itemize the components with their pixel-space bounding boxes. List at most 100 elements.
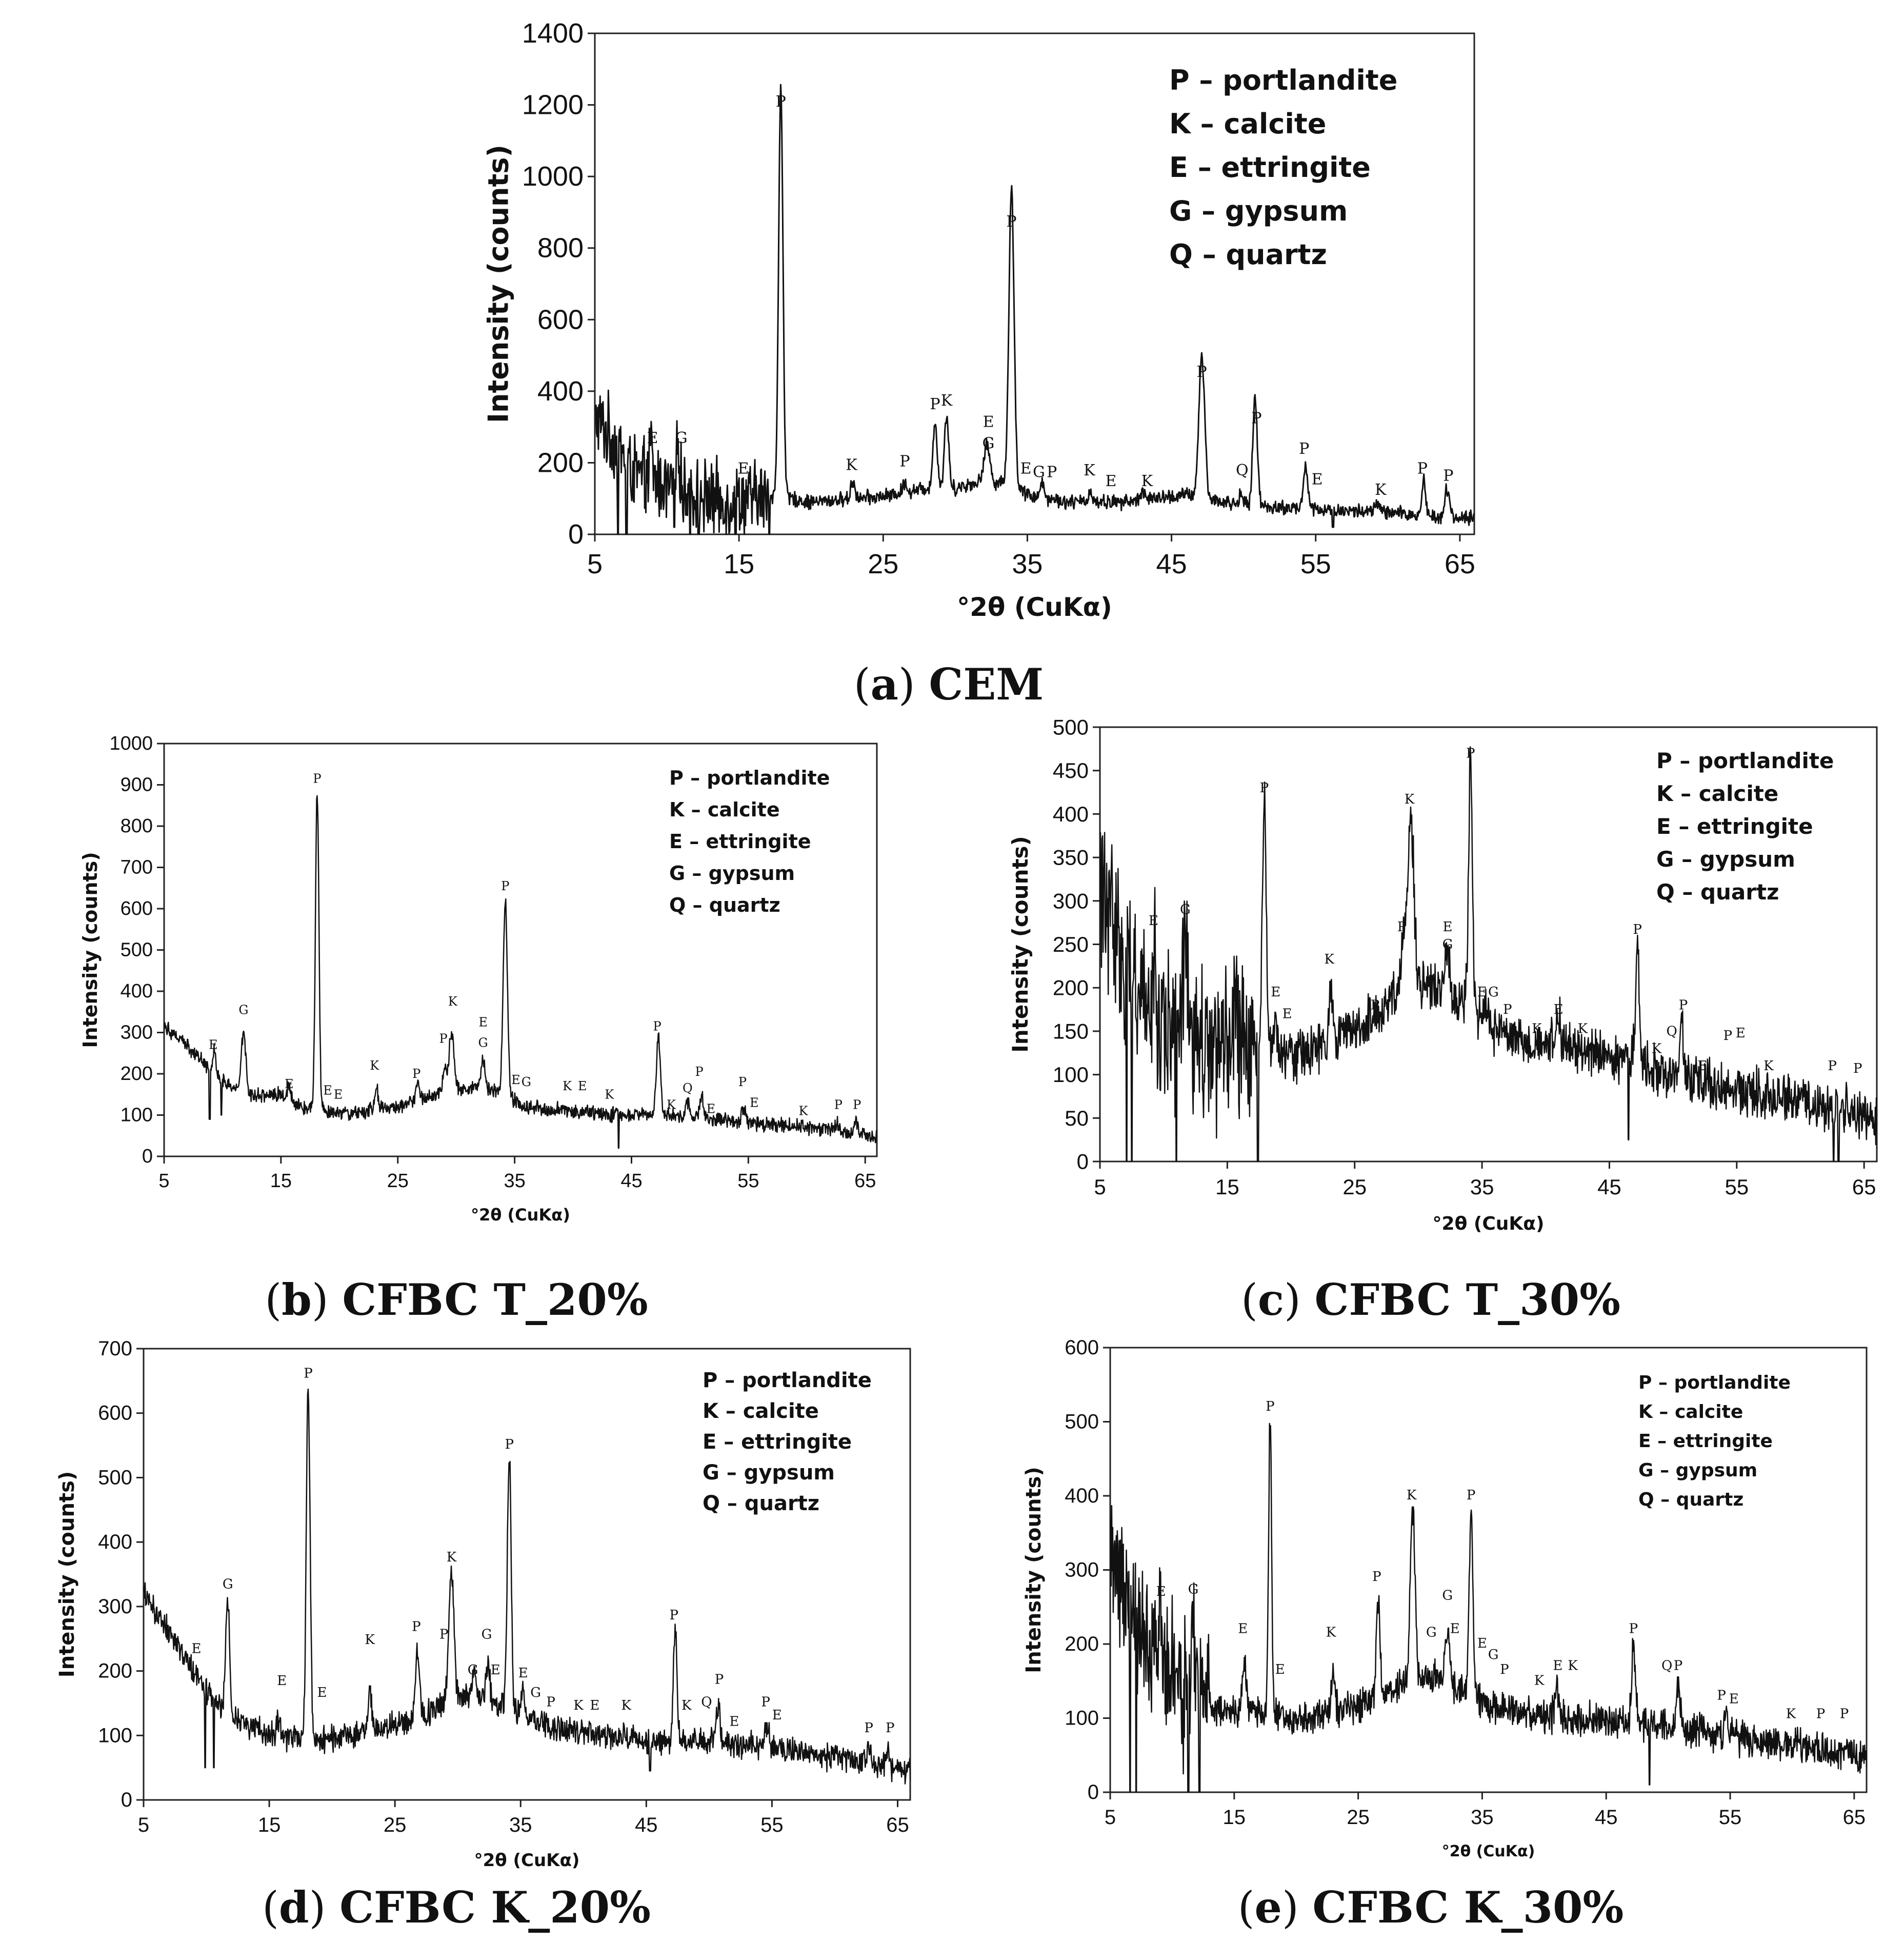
caption-letter: e: [1254, 1882, 1282, 1933]
peak-label: K: [563, 1079, 572, 1093]
peak-label: P: [505, 1437, 514, 1452]
peak-label: K: [1763, 1058, 1774, 1074]
y-tick-label: 700: [98, 1337, 132, 1360]
x-tick-label: 35: [509, 1814, 532, 1836]
x-tick-label: 25: [1342, 1175, 1367, 1199]
y-tick-label: 450: [1053, 758, 1089, 783]
peak-label: E: [334, 1087, 343, 1101]
caption-letter: c: [1257, 1274, 1285, 1325]
caption-b: (b) CFBC T_20%: [265, 1274, 648, 1325]
y-tick-label: 200: [98, 1660, 132, 1682]
peak-label: P: [1372, 1569, 1381, 1585]
peak-label: E: [1477, 1636, 1487, 1651]
peak-label: E: [750, 1095, 759, 1110]
y-tick-label: 200: [537, 447, 584, 478]
peak-label: K: [448, 994, 458, 1009]
plot-frame: [143, 1348, 911, 1801]
y-tick-label: 400: [537, 376, 584, 407]
peak-label: P: [1266, 1399, 1275, 1414]
legend-entry: K – calcite: [703, 1399, 819, 1423]
peak-label: K: [365, 1632, 375, 1648]
peak-label: E: [277, 1673, 287, 1689]
y-tick-label: 250: [1053, 932, 1089, 956]
x-tick-label: 15: [1223, 1806, 1246, 1829]
y-tick-label: 800: [537, 233, 584, 264]
peak-label: P: [899, 452, 910, 470]
x-tick-label: 5: [138, 1814, 149, 1836]
series-line: [163, 795, 878, 1149]
peak-label: G: [478, 1036, 488, 1050]
x-tick-label: 55: [1719, 1806, 1742, 1829]
peak-label: P: [1197, 363, 1207, 381]
peak-label: E: [983, 413, 994, 431]
peak-label: K: [1568, 1658, 1578, 1674]
y-tick-label: 400: [1053, 802, 1089, 826]
peak-label: P: [776, 93, 786, 111]
legend-entry: Q – quartz: [1656, 879, 1779, 905]
peak-label: E: [1106, 472, 1117, 490]
x-tick-label: 45: [620, 1170, 642, 1192]
peak-label: K: [1786, 1707, 1796, 1722]
legend-entry: K – calcite: [1638, 1401, 1743, 1423]
peak-label: P: [1371, 998, 1380, 1013]
peak-label: E: [772, 1708, 782, 1723]
y-tick-label: 600: [1065, 1336, 1099, 1359]
y-tick-label: 1400: [522, 18, 584, 49]
peak-label: P: [1466, 746, 1475, 761]
y-tick-label: 500: [1065, 1411, 1099, 1433]
legend-entry: Q – quartz: [1638, 1489, 1743, 1510]
y-tick-label: 0: [568, 519, 584, 550]
y-tick-label: 1000: [109, 733, 153, 754]
x-axis-title: °2θ (CuKα): [957, 592, 1112, 622]
peak-label: K: [621, 1698, 631, 1713]
peak-label: K: [1375, 481, 1387, 499]
peak-label: E: [491, 1662, 500, 1678]
peak-label: K: [1534, 1673, 1545, 1688]
y-tick-label: 1000: [522, 161, 584, 192]
peak-label: K: [1578, 1021, 1588, 1036]
legend-entry: P – portlandite: [703, 1369, 872, 1392]
peak-label: Q: [701, 1695, 712, 1710]
peak-label: K: [1141, 472, 1153, 490]
peak-label: K: [941, 392, 953, 410]
x-tick-label: 65: [1843, 1806, 1866, 1829]
y-axis-title: Intensity (counts): [482, 145, 514, 423]
x-tick-label: 45: [1595, 1806, 1618, 1829]
y-tick-label: 300: [98, 1595, 132, 1618]
peak-label: K: [1324, 952, 1334, 967]
peak-label: P: [313, 771, 321, 786]
y-tick-label: 600: [537, 304, 584, 335]
peak-label: K: [1084, 462, 1095, 479]
peak-label: P: [1723, 1028, 1733, 1044]
peak-label: E: [478, 1015, 488, 1029]
peak-label: P: [1467, 1488, 1476, 1503]
legend-entry: E – ettringite: [703, 1430, 852, 1454]
x-tick-label: 45: [1156, 549, 1187, 579]
peak-label: E: [285, 1077, 294, 1091]
peak-label: E: [518, 1666, 528, 1681]
x-tick-label: 45: [635, 1814, 658, 1836]
x-tick-label: 5: [1094, 1175, 1106, 1199]
x-axis-title: °2θ (CuKα): [474, 1850, 580, 1871]
x-tick-label: 25: [387, 1170, 409, 1192]
x-tick-label: 65: [854, 1170, 876, 1192]
peak-label: P: [1853, 1061, 1862, 1076]
peak-label: P: [1260, 780, 1269, 796]
x-tick-label: 25: [868, 549, 898, 579]
y-axis-title: Intensity (counts): [79, 852, 102, 1048]
peak-label: G: [1442, 1588, 1453, 1603]
peak-label: E: [1156, 1584, 1166, 1599]
y-tick-label: 400: [98, 1531, 132, 1553]
caption-label: CEM: [929, 659, 1044, 710]
peak-label: P: [834, 1097, 843, 1112]
peak-label: Q: [1236, 462, 1249, 479]
x-tick-label: 55: [760, 1814, 784, 1836]
caption-label: CFBC T_30%: [1314, 1274, 1620, 1325]
y-axis-title: Intensity (counts): [1008, 836, 1033, 1052]
peak-label: P: [1717, 1688, 1726, 1703]
peak-label: P: [669, 1608, 678, 1623]
peak-label: E: [1275, 1662, 1285, 1677]
legend-entry: Q – quartz: [669, 894, 780, 916]
